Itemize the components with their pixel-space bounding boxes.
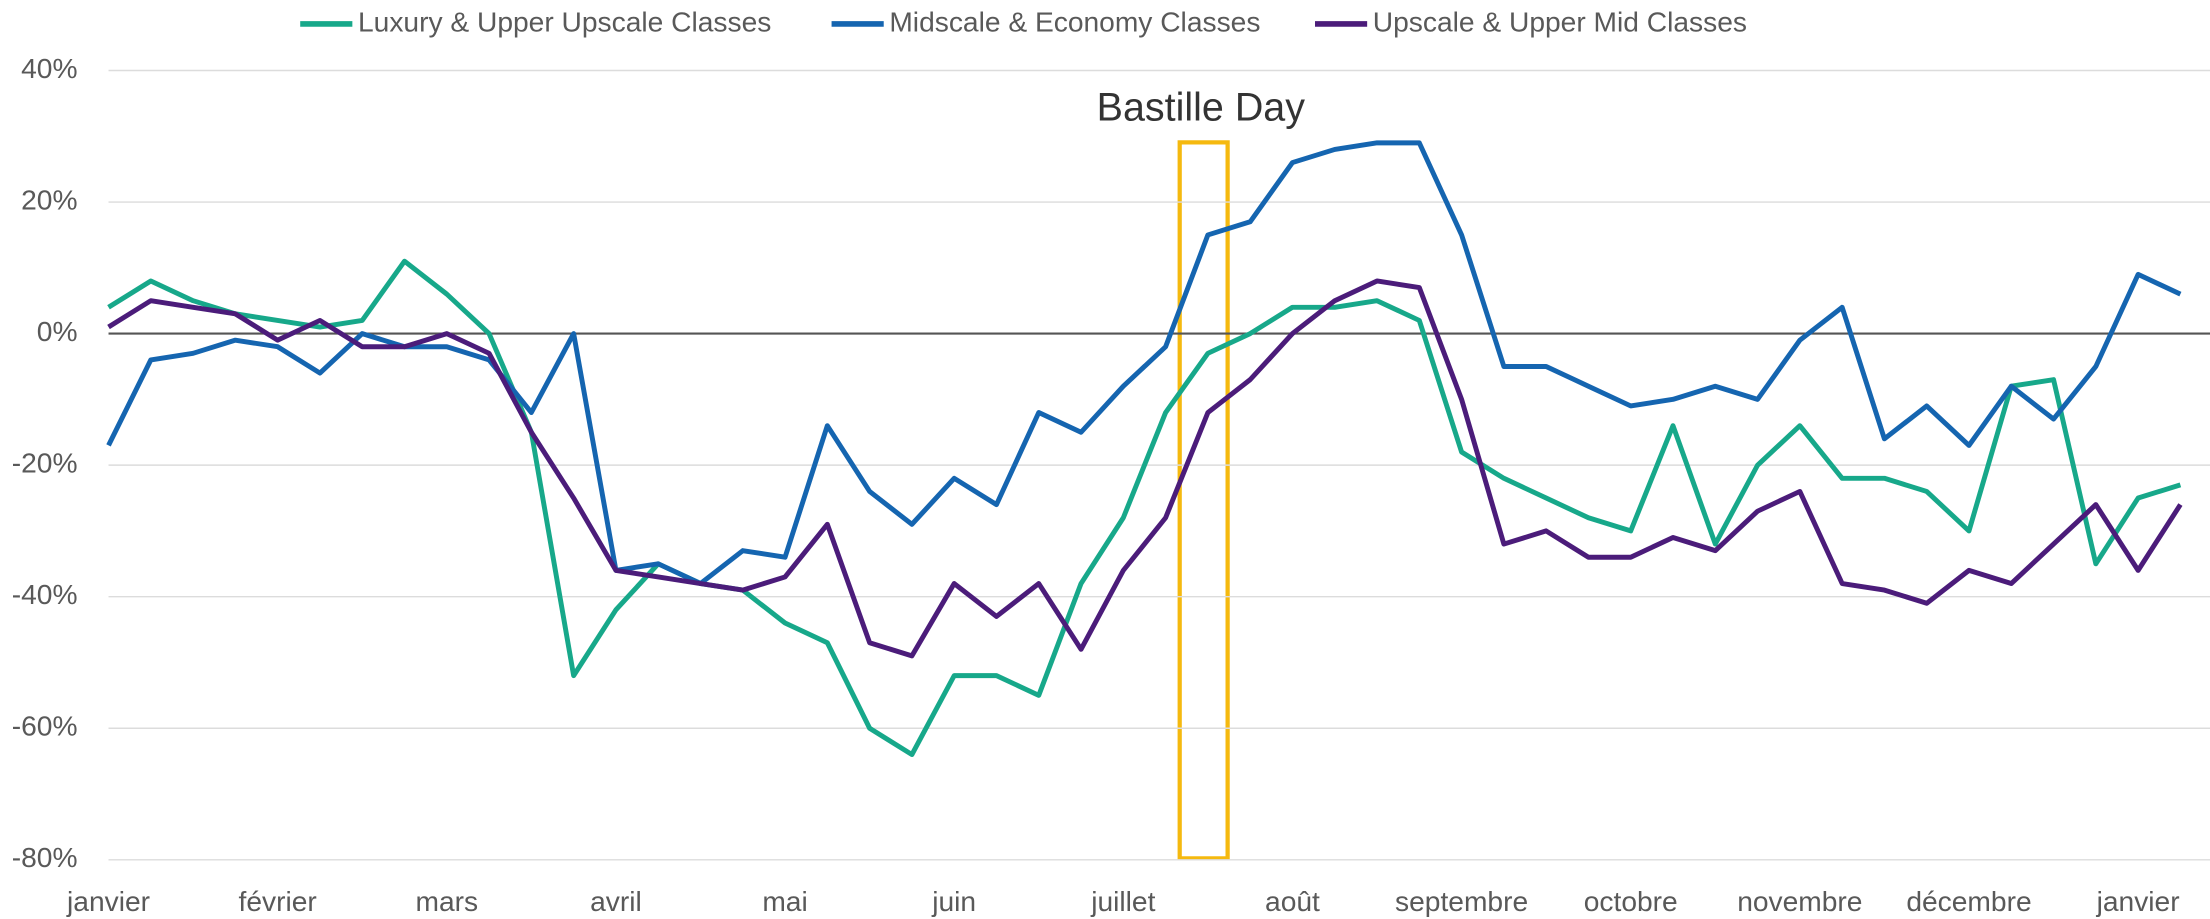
x-tick-label: septembre	[1395, 885, 1528, 917]
x-tick-label: février	[239, 885, 317, 917]
x-tick-label: novembre	[1737, 885, 1862, 917]
x-tick-label: juin	[931, 885, 976, 917]
x-tick-label: mai	[762, 885, 807, 917]
x-tick-label: mars	[415, 885, 478, 917]
x-tick-label: août	[1265, 885, 1320, 917]
legend-label: Upscale & Upper Mid Classes	[1373, 5, 1747, 37]
x-tick-label: juillet	[1090, 885, 1155, 917]
series-line	[107, 278, 2183, 659]
y-tick-label: 0%	[37, 315, 78, 347]
y-tick-label: -80%	[12, 841, 78, 873]
y-tick-label: -60%	[12, 710, 78, 742]
legend-label: Midscale & Economy Classes	[889, 5, 1260, 37]
y-tick-label: -20%	[12, 447, 78, 479]
y-tick-label: 40%	[21, 52, 77, 84]
x-tick-label: avril	[590, 885, 642, 917]
y-tick-label: -40%	[12, 578, 78, 610]
annotation: Bastille Day	[1097, 85, 1306, 129]
legend-label: Luxury & Upper Upscale Classes	[358, 5, 771, 37]
highlight-box	[1177, 140, 1230, 861]
x-tick-label: janvier	[2096, 885, 2180, 917]
series-line	[107, 258, 2182, 758]
x-tick-label: octobre	[1584, 885, 1678, 917]
y-tick-label: 20%	[21, 183, 77, 215]
series-line	[106, 140, 2182, 586]
x-tick-label: janvier	[66, 885, 150, 917]
x-tick-label: décembre	[1906, 885, 2031, 917]
